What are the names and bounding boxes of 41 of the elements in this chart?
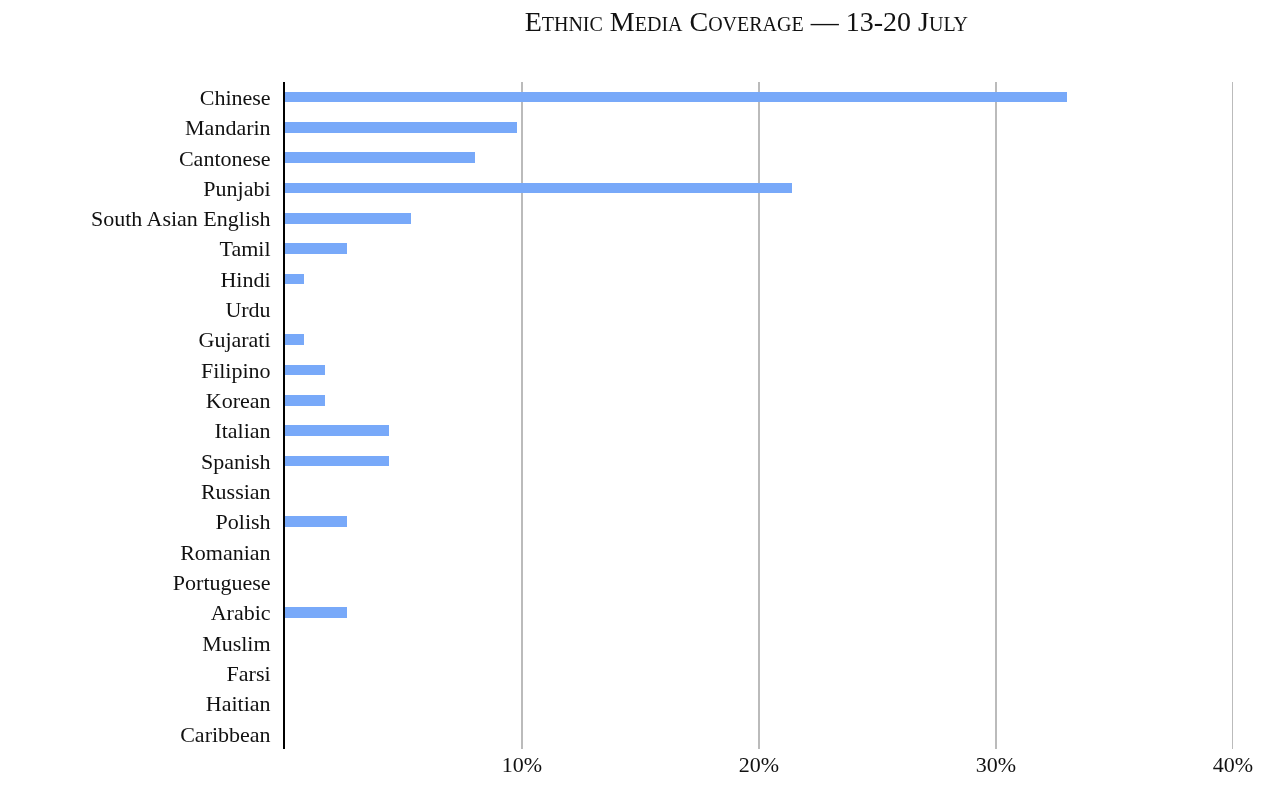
x-tick-label: 40% xyxy=(1212,752,1254,777)
y-tick-label: Muslim xyxy=(202,630,271,656)
y-tick-label: Tamil xyxy=(219,236,271,262)
y-tick-label: Italian xyxy=(214,418,271,444)
y-tick-label: Cantonese xyxy=(178,145,271,171)
bar xyxy=(285,152,475,163)
y-tick-label: Arabic xyxy=(210,600,271,626)
y-tick-label: Filipino xyxy=(200,357,271,383)
y-tick-label: Haitian xyxy=(205,691,271,717)
bar xyxy=(285,274,304,284)
x-tick-label: 20% xyxy=(738,752,780,777)
bar xyxy=(285,92,1067,102)
bar xyxy=(285,607,347,618)
y-tick-label: South Asian English xyxy=(90,206,271,232)
bar xyxy=(285,243,347,254)
bar xyxy=(285,516,347,527)
bar xyxy=(285,183,792,193)
y-tick-label: Chinese xyxy=(199,84,271,110)
x-tick-label: 10% xyxy=(501,752,543,777)
y-tick-label: Gujarati xyxy=(198,327,271,353)
bar xyxy=(285,334,304,345)
y-tick-label: Portuguese xyxy=(172,569,271,595)
bar xyxy=(285,425,389,436)
y-tick-label: Farsi xyxy=(226,660,271,686)
y-tick-label: Mandarin xyxy=(185,115,271,141)
bar xyxy=(285,395,325,406)
y-tick-label: Caribbean xyxy=(180,721,271,747)
y-tick-label: Urdu xyxy=(225,297,271,323)
chart-title: Ethnic Media Coverage — 13-20 July xyxy=(524,6,969,38)
y-tick-label: Russian xyxy=(200,479,271,504)
y-tick-label: Romanian xyxy=(180,539,271,565)
x-tick-label: 30% xyxy=(975,752,1017,777)
y-tick-label: Spanish xyxy=(200,448,271,474)
bar xyxy=(285,213,411,224)
bar xyxy=(285,122,517,133)
y-tick-label: Hindi xyxy=(220,266,271,292)
y-tick-label: Polish xyxy=(215,509,271,535)
y-tick-label: Korean xyxy=(205,388,271,414)
bar xyxy=(285,365,325,375)
bar xyxy=(285,456,389,466)
y-tick-label: Punjabi xyxy=(203,175,271,201)
